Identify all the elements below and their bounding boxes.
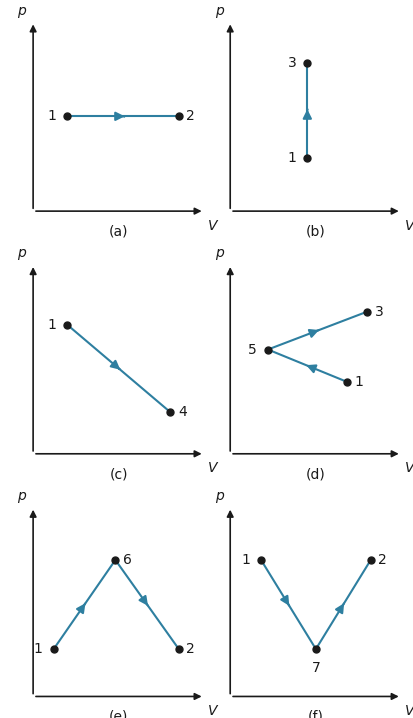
Text: V: V [207,219,217,233]
Text: 3: 3 [374,304,383,319]
Text: 7: 7 [311,661,320,675]
Text: 1: 1 [47,318,56,332]
Text: 1: 1 [287,151,296,165]
Text: p: p [214,489,223,503]
Text: p: p [214,4,223,18]
Text: 1: 1 [34,642,43,656]
Text: 5: 5 [247,342,256,357]
Text: (e): (e) [109,709,128,718]
Text: 1: 1 [354,375,362,388]
Text: 3: 3 [287,56,296,70]
Text: 1: 1 [47,109,56,123]
Text: p: p [17,4,26,18]
Text: p: p [214,246,223,261]
Text: (d): (d) [305,467,325,481]
Text: V: V [207,462,217,475]
Text: (a): (a) [109,225,128,238]
Text: V: V [404,219,413,233]
Text: (f): (f) [307,709,323,718]
Text: (b): (b) [305,225,325,238]
Text: 2: 2 [377,553,386,567]
Text: p: p [17,489,26,503]
Text: 1: 1 [241,553,249,567]
Text: 2: 2 [186,642,195,656]
Text: 4: 4 [178,405,186,419]
Text: V: V [207,704,217,718]
Text: V: V [404,704,413,718]
Text: V: V [404,462,413,475]
Text: 2: 2 [186,109,195,123]
Text: (c): (c) [109,467,128,481]
Text: 6: 6 [123,553,131,567]
Text: p: p [17,246,26,261]
